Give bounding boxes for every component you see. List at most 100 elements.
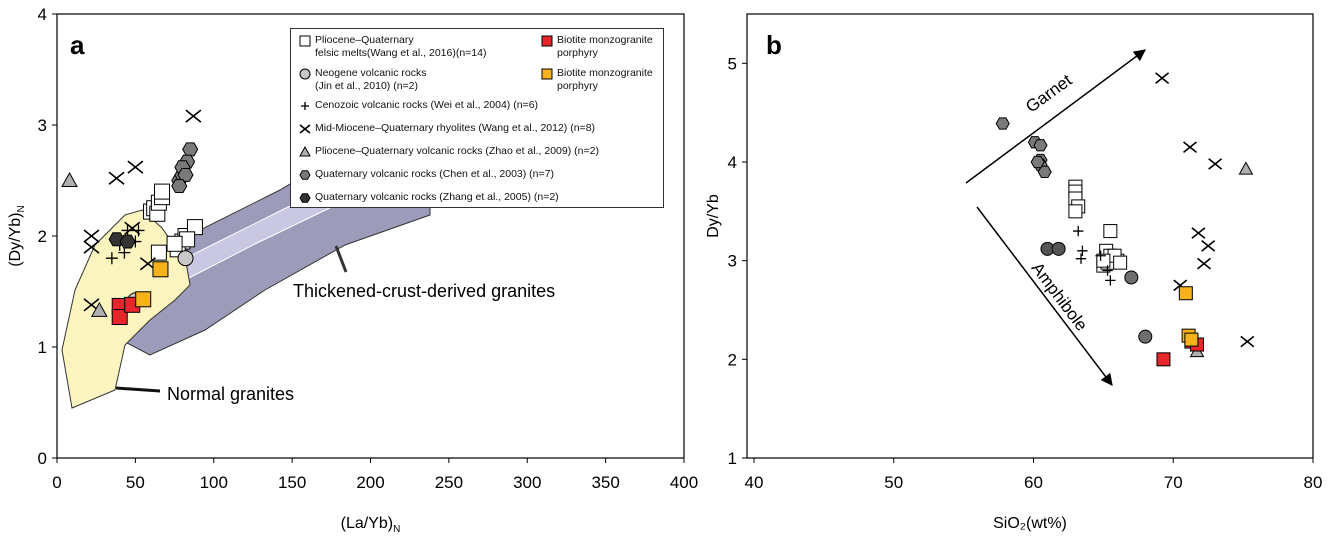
y-axis-label: (Dy/Yb)N xyxy=(7,205,27,266)
data-point xyxy=(152,261,169,278)
y-tick-label: 0 xyxy=(38,449,47,468)
plot-frame xyxy=(746,13,1314,459)
legend-marker xyxy=(541,68,553,80)
y-tick-label: 4 xyxy=(38,5,47,24)
data-point xyxy=(1156,352,1171,367)
annotation: Amphibole xyxy=(1028,259,1092,335)
legend-marker xyxy=(299,124,311,134)
data-point xyxy=(177,168,194,182)
data-point xyxy=(1073,225,1084,237)
data-point xyxy=(171,179,188,193)
x-tick-label: 400 xyxy=(670,473,698,492)
y-tick-label: 4 xyxy=(728,153,737,172)
data-point xyxy=(1155,72,1170,84)
data-point xyxy=(1068,204,1083,219)
x-tick-label: 200 xyxy=(356,473,384,492)
x-tick-label: 40 xyxy=(745,473,764,492)
x-tick-label: 250 xyxy=(435,473,463,492)
legend-symbol xyxy=(299,193,311,203)
data-point xyxy=(127,160,144,174)
x-tick-label: 50 xyxy=(884,473,903,492)
legend-symbol xyxy=(299,170,311,180)
data-point xyxy=(1030,155,1045,169)
x-tick-label: 300 xyxy=(513,473,541,492)
data-point xyxy=(1077,245,1088,256)
legend-label: Biotite monzogranite porphyry xyxy=(557,34,653,59)
x-tick-label: 60 xyxy=(1024,473,1043,492)
data-point xyxy=(1184,332,1199,347)
data-point xyxy=(1103,224,1118,239)
x-tick-label: 350 xyxy=(591,473,619,492)
data-point xyxy=(177,250,194,267)
annotation: Thickened-crust-derived granites xyxy=(293,281,555,301)
legend-label: Neogene volcanic rocks (Jin et al., 2010… xyxy=(315,67,427,92)
y-axis-label-sub: N xyxy=(16,205,27,212)
data-point xyxy=(182,142,199,157)
data-point xyxy=(124,221,141,235)
legend-marker xyxy=(299,35,311,47)
panel-label: a xyxy=(70,30,85,60)
legend-marker xyxy=(541,35,553,47)
data-point xyxy=(90,301,108,317)
x-tick-label: 0 xyxy=(52,473,61,492)
data-point xyxy=(1105,275,1116,286)
y-tick-label: 1 xyxy=(728,449,737,468)
data-point xyxy=(1201,240,1216,252)
legend-symbol xyxy=(299,124,311,134)
legend-symbol xyxy=(299,146,311,157)
data-point xyxy=(1208,158,1223,170)
leader-line xyxy=(334,245,348,273)
legend-marker xyxy=(299,146,311,157)
y-axis-label-main: Dy/Yb xyxy=(705,194,722,238)
data-point xyxy=(1240,335,1255,348)
data-point xyxy=(1178,286,1193,301)
data-point xyxy=(1051,241,1066,256)
amphibole-arrow xyxy=(976,206,1113,386)
legend-label: Pliocene–Quaternary volcanic rocks (Zhao… xyxy=(315,145,599,157)
legend-label: Biotite monzogranite porphyry xyxy=(557,67,653,92)
legend-label: Quaternary volcanic rocks (Zhang et al.,… xyxy=(315,191,559,203)
legend-label: Mid-Miocene–Quaternary rhyolites (Wang e… xyxy=(315,122,596,134)
data-point xyxy=(1196,257,1211,270)
legend-symbol xyxy=(301,102,309,110)
data-point xyxy=(150,244,167,261)
legend-symbol xyxy=(299,68,311,80)
legend-symbol xyxy=(299,35,311,47)
data-point xyxy=(121,224,134,237)
y-tick-label: 5 xyxy=(728,54,737,73)
data-point xyxy=(154,183,171,200)
data-point xyxy=(135,291,152,308)
y-axis-label: Dy/Yb xyxy=(705,194,722,238)
y-tick-label: 2 xyxy=(728,350,737,369)
data-point xyxy=(1113,255,1128,270)
y-tick-label: 1 xyxy=(38,338,47,357)
annotation: Normal granites xyxy=(167,384,294,404)
data-point xyxy=(1033,139,1048,152)
x-tick-label: 80 xyxy=(1304,473,1323,492)
x-axis-label: (La/Yb)N xyxy=(341,515,401,535)
legend-label: Pliocene–Quaternary felsic melts(Wang et… xyxy=(315,34,487,59)
x-tick-label: 150 xyxy=(278,473,306,492)
y-axis-label-main: (Dy/Yb) xyxy=(7,213,24,267)
data-point xyxy=(995,117,1010,130)
y-tick-label: 3 xyxy=(38,116,47,135)
panel-label: b xyxy=(766,30,782,60)
legend-label: Quaternary volcanic rocks (Chen et al., … xyxy=(315,168,554,180)
data-point xyxy=(118,246,131,259)
x-axis-label-sub: N xyxy=(393,524,400,535)
legend: Pliocene–Quaternary felsic melts(Wang et… xyxy=(290,28,664,208)
garnet-arrow xyxy=(965,49,1146,184)
x-axis-label-main: (La/Yb) xyxy=(341,515,393,532)
annotation: Garnet xyxy=(1022,70,1075,116)
x-tick-label: 70 xyxy=(1164,473,1183,492)
data-point xyxy=(105,252,118,265)
data-point xyxy=(1238,161,1254,175)
data-point xyxy=(119,234,136,249)
legend-symbol xyxy=(541,68,553,80)
data-point xyxy=(1037,165,1052,178)
x-tick-label: 100 xyxy=(200,473,228,492)
x-axis-label-main: SiO₂(wt%) xyxy=(993,515,1067,532)
data-point xyxy=(1183,141,1198,154)
data-point xyxy=(1075,253,1087,264)
data-point xyxy=(83,240,100,254)
